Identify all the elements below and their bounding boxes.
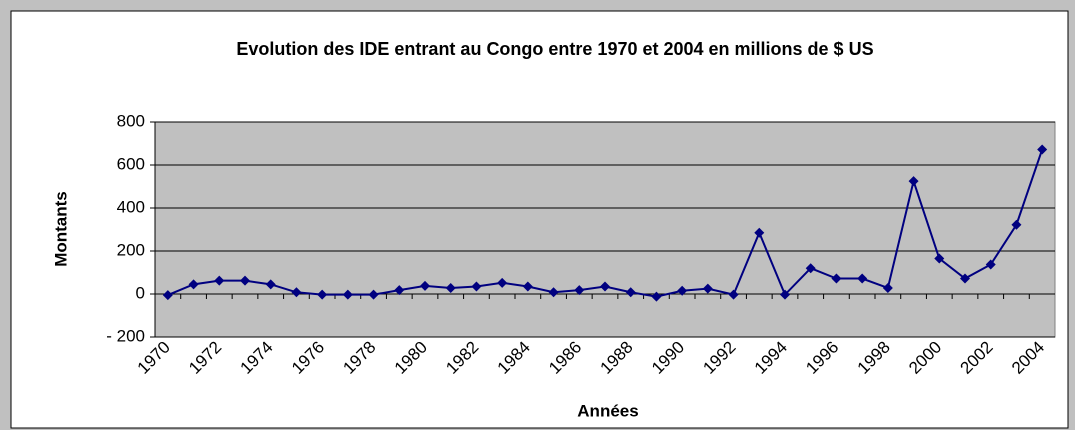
data-point [214, 275, 225, 286]
data-point [188, 279, 199, 290]
data-point [394, 285, 405, 296]
data-point [702, 283, 713, 294]
data-point [548, 287, 559, 298]
data-point [908, 176, 919, 187]
data-point [651, 291, 662, 302]
data-point [934, 253, 945, 264]
data-point [1011, 219, 1022, 230]
x-axis-label: Années [577, 401, 638, 420]
data-point [574, 285, 585, 296]
data-point [342, 289, 353, 300]
data-point [600, 281, 610, 292]
data-point [317, 289, 328, 300]
data-point [625, 287, 636, 298]
data-point [240, 275, 250, 286]
data-point [368, 289, 379, 300]
y-tick-label: 200 [117, 240, 145, 259]
data-point [754, 227, 765, 238]
data-point [831, 273, 842, 284]
y-tick-label: 600 [117, 154, 145, 173]
chart-title: Evolution des IDE entrant au Congo entre… [236, 39, 873, 59]
data-point [445, 282, 456, 293]
y-tick-label: 400 [117, 197, 145, 216]
data-point [471, 281, 482, 292]
data-point [857, 273, 868, 284]
data-point [677, 285, 688, 296]
y-axis-label: Montants [51, 191, 70, 267]
data-point [728, 289, 739, 300]
data-point [960, 273, 970, 284]
data-point [882, 282, 893, 293]
y-tick-label: 800 [117, 111, 145, 130]
data-point [265, 279, 276, 290]
data-point [162, 290, 173, 301]
y-tick-label: 0 [136, 283, 145, 302]
data-point [1037, 144, 1048, 155]
data-point [291, 287, 302, 298]
data-point [780, 289, 790, 300]
data-point [420, 280, 430, 291]
data-point [522, 281, 533, 292]
y-tick-label: - 200 [106, 326, 145, 345]
plot-area [154, 121, 1056, 338]
data-point [805, 263, 816, 274]
data-point [985, 259, 996, 270]
data-point [497, 277, 508, 288]
